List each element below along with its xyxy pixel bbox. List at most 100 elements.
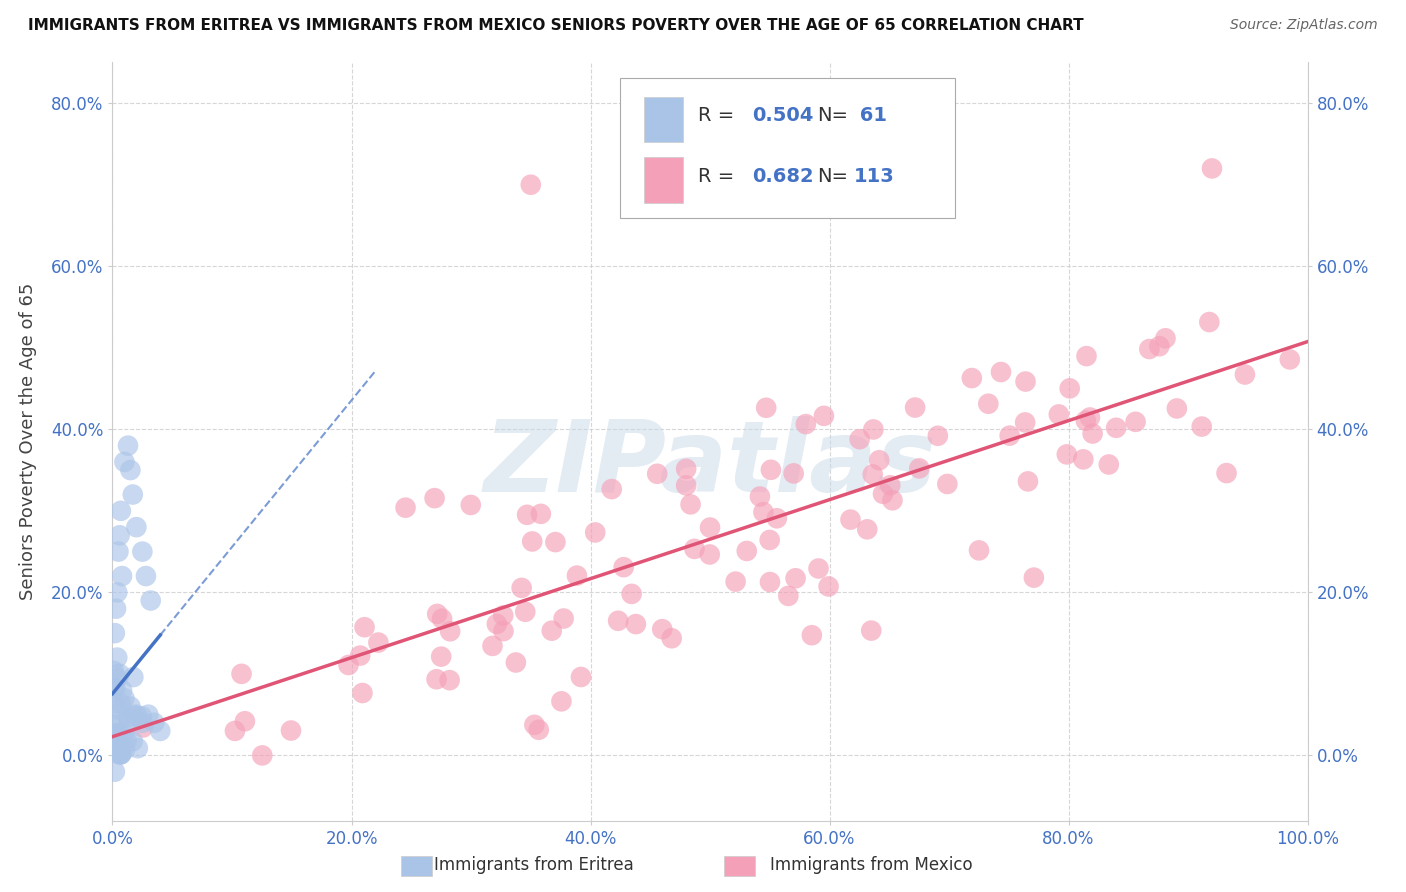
Point [107, 544, 129, 558]
Point [515, 605, 537, 619]
Point [367, 635, 389, 649]
Point [758, 533, 780, 547]
Text: 0.504: 0.504 [752, 106, 813, 125]
Point [1191, 419, 1213, 434]
Point [103, 681, 125, 695]
Point [699, 520, 721, 534]
Point [752, 505, 775, 519]
Point [807, 561, 830, 575]
Point [492, 608, 515, 623]
Point [675, 462, 697, 476]
Text: N=: N= [818, 167, 849, 186]
Text: Immigrants from Eritrea: Immigrants from Eritrea [434, 856, 634, 874]
Point [121, 734, 143, 748]
Point [349, 648, 371, 663]
Point [103, 727, 125, 741]
Point [108, 528, 131, 542]
Point [131, 544, 153, 558]
Point [224, 723, 246, 738]
Text: Immigrants from Mexico: Immigrants from Mexico [770, 856, 973, 874]
Point [1166, 401, 1188, 416]
Point [394, 500, 416, 515]
Point [839, 513, 862, 527]
Point [1081, 426, 1104, 441]
Point [1149, 339, 1171, 353]
Point [645, 467, 668, 481]
Point [679, 497, 702, 511]
Point [105, 702, 128, 716]
Point [862, 422, 884, 436]
Point [860, 624, 883, 638]
Point [882, 493, 904, 508]
Point [1074, 414, 1097, 428]
Point [813, 409, 835, 423]
Point [131, 715, 153, 730]
Point [868, 453, 890, 467]
Point [426, 607, 449, 621]
Point [817, 579, 839, 593]
Point [1078, 410, 1101, 425]
Point [510, 581, 533, 595]
Point [778, 589, 800, 603]
Point [103, 728, 125, 742]
Text: IMMIGRANTS FROM ERITREA VS IMMIGRANTS FROM MEXICO SENIORS POVERTY OVER THE AGE O: IMMIGRANTS FROM ERITREA VS IMMIGRANTS FR… [28, 18, 1084, 33]
Point [112, 727, 135, 741]
Point [553, 611, 575, 625]
Point [115, 733, 138, 747]
Point [800, 628, 823, 642]
FancyBboxPatch shape [620, 78, 955, 218]
Point [927, 429, 949, 443]
Point [460, 498, 482, 512]
Point [117, 710, 139, 724]
Point [107, 747, 129, 761]
Point [481, 639, 503, 653]
Point [759, 575, 782, 590]
Point [107, 739, 129, 753]
Text: N=: N= [818, 106, 849, 125]
Point [755, 401, 778, 415]
Point [110, 697, 132, 711]
Point [735, 544, 758, 558]
Text: ZIPatlas: ZIPatlas [484, 416, 936, 513]
Point [108, 747, 131, 762]
Point [607, 614, 630, 628]
Point [485, 616, 508, 631]
Point [337, 658, 360, 673]
Point [492, 624, 515, 639]
Point [233, 714, 256, 729]
Point [600, 482, 623, 496]
Point [1014, 416, 1036, 430]
Point [1137, 342, 1160, 356]
Point [699, 548, 721, 562]
Y-axis label: Seniors Poverty Over the Age of 65: Seniors Poverty Over the Age of 65 [20, 283, 37, 600]
Point [280, 723, 302, 738]
Point [430, 649, 453, 664]
Point [1154, 331, 1177, 345]
Point [785, 571, 807, 585]
Point [252, 748, 274, 763]
Point [624, 617, 647, 632]
Point [107, 671, 129, 685]
Point [544, 535, 567, 549]
Point [125, 520, 148, 534]
Point [675, 478, 697, 492]
Point [651, 622, 673, 636]
Point [1105, 421, 1128, 435]
Point [110, 728, 132, 742]
Point [990, 365, 1012, 379]
Point [794, 417, 817, 431]
Point [430, 612, 453, 626]
Point [960, 371, 983, 385]
Point [108, 666, 131, 681]
Point [683, 541, 706, 556]
Point [1022, 571, 1045, 585]
Point [998, 428, 1021, 442]
Point [425, 672, 447, 686]
Text: R =: R = [699, 167, 741, 186]
Point [110, 747, 132, 761]
Point [1076, 349, 1098, 363]
Point [936, 477, 959, 491]
Point [1125, 415, 1147, 429]
Point [103, 734, 125, 748]
Point [1014, 375, 1036, 389]
